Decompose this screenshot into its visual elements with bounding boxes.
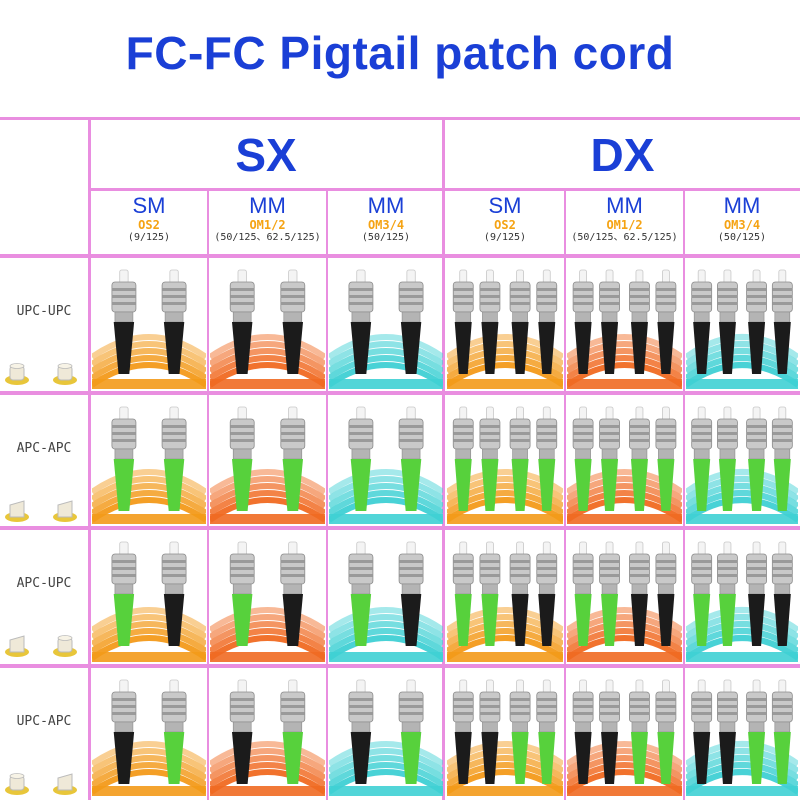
product-image — [567, 260, 682, 389]
group-header-dx: DX — [590, 129, 655, 181]
grid-line-row — [0, 391, 800, 395]
column-grade: OS2 — [494, 218, 516, 232]
patch-cord-graphic — [686, 269, 798, 389]
product-image — [210, 397, 325, 524]
product-image — [567, 670, 682, 796]
grid-line-col — [326, 188, 328, 800]
column-type: MM — [723, 193, 761, 218]
patch-cord-graphic — [329, 406, 443, 524]
column-header: SM OS2 (9/125) — [445, 193, 565, 253]
grid-line-row — [0, 526, 800, 530]
column-grade: OM1/2 — [606, 218, 643, 232]
product-image — [447, 260, 563, 389]
upc-ferrule-icon — [53, 363, 77, 385]
patch-cord-graphic — [329, 269, 443, 389]
patch-cord-graphic — [447, 679, 563, 796]
product-image — [329, 397, 443, 524]
grid-line-col — [207, 188, 209, 800]
product-image — [210, 260, 325, 389]
column-grade: OM3/4 — [723, 218, 761, 232]
column-header: MM OM3/4 (50/125) — [327, 193, 445, 253]
group-header-sx: SX — [235, 129, 297, 181]
grid-line-col — [564, 188, 566, 800]
product-image — [210, 532, 325, 662]
patch-cord-graphic — [210, 406, 325, 524]
upc-ferrule-icon — [5, 363, 29, 385]
row-label: APC-APC — [16, 441, 72, 456]
product-image — [447, 397, 563, 524]
grid-line-col — [88, 117, 91, 800]
grid-line-row — [0, 664, 800, 668]
column-header: SM OS2 (9/125) — [90, 193, 208, 253]
column-type: MM — [367, 193, 405, 218]
patch-cord-graphic — [686, 541, 798, 662]
product-image — [92, 397, 206, 524]
patch-cord-graphic — [567, 541, 682, 662]
patch-cord-graphic — [92, 679, 206, 796]
product-image — [92, 260, 206, 389]
column-type: SM — [488, 193, 522, 218]
patch-cord-graphic — [567, 679, 682, 796]
column-grade: OM1/2 — [249, 218, 286, 232]
grid-line-row — [0, 254, 800, 258]
patch-cord-graphic — [447, 269, 563, 389]
column-grade: OM3/4 — [367, 218, 405, 232]
apc-ferrule-icon — [53, 773, 77, 795]
patch-cord-graphic — [447, 406, 563, 524]
column-header: MM OM1/2 (50/125、62.5/125) — [565, 193, 684, 253]
product-image — [329, 670, 443, 796]
product-image — [567, 397, 682, 524]
patch-cord-graphic — [92, 406, 206, 524]
product-image — [447, 532, 563, 662]
column-spec: (9/125) — [483, 232, 527, 243]
product-image — [686, 670, 798, 796]
apc-ferrule-icon — [5, 500, 29, 522]
product-image — [686, 260, 798, 389]
row-label: APC-UPC — [16, 576, 72, 591]
product-image — [92, 532, 206, 662]
column-spec: (50/125) — [361, 232, 411, 243]
product-image — [567, 532, 682, 662]
patch-cord-graphic — [567, 269, 682, 389]
grid-line-top — [0, 117, 800, 120]
column-type: MM — [249, 193, 286, 218]
upc-ferrule-icon — [5, 773, 29, 795]
patch-cord-graphic — [210, 541, 325, 662]
patch-cord-graphic — [567, 406, 682, 524]
grid-line-group — [90, 188, 800, 191]
patch-cord-graphic — [92, 541, 206, 662]
patch-cord-graphic — [210, 679, 325, 796]
column-header: MM OM1/2 (50/125、62.5/125) — [208, 193, 327, 253]
product-image — [447, 670, 563, 796]
product-image — [329, 260, 443, 389]
patch-cord-graphic — [686, 406, 798, 524]
patch-cord-graphic — [329, 679, 443, 796]
apc-ferrule-icon — [53, 500, 77, 522]
apc-ferrule-icon — [5, 635, 29, 657]
column-spec: (50/125、62.5/125) — [571, 232, 678, 243]
row-label: UPC-UPC — [16, 304, 72, 319]
patch-cord-graphic — [447, 541, 563, 662]
product-image — [92, 670, 206, 796]
upc-ferrule-icon — [53, 635, 77, 657]
grid-line-col — [442, 117, 445, 800]
column-header: MM OM3/4 (50/125) — [684, 193, 800, 253]
row-label: UPC-APC — [16, 714, 72, 729]
column-type: MM — [606, 193, 643, 218]
product-image — [329, 532, 443, 662]
patch-cord-graphic — [92, 269, 206, 389]
grid-line-col — [683, 188, 685, 800]
page-title: FC-FC Pigtail patch cord — [125, 27, 675, 79]
column-grade: OS2 — [138, 218, 160, 232]
column-type: SM — [132, 193, 166, 218]
product-image — [686, 397, 798, 524]
column-spec: (9/125) — [127, 232, 171, 243]
patch-cord-graphic — [686, 679, 798, 796]
product-image — [210, 670, 325, 796]
patch-cord-graphic — [329, 541, 443, 662]
column-spec: (50/125) — [717, 232, 767, 243]
column-spec: (50/125、62.5/125) — [214, 232, 321, 243]
patch-cord-graphic — [210, 269, 325, 389]
product-image — [686, 532, 798, 662]
